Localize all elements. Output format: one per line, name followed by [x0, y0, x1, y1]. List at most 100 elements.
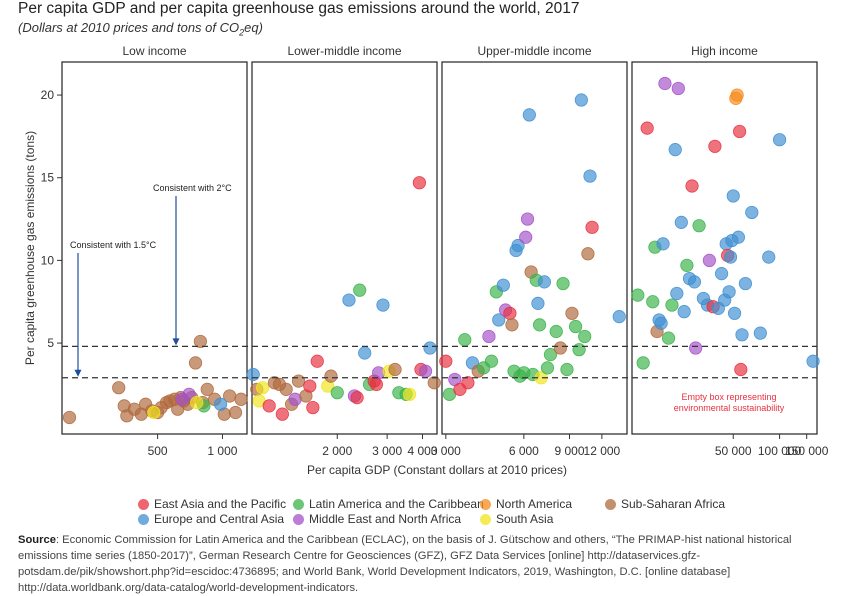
data-point — [692, 219, 706, 233]
data-point — [511, 238, 525, 253]
data-point — [303, 379, 317, 393]
panel-title: Low income — [122, 44, 186, 58]
data-point — [540, 361, 555, 375]
data-point — [640, 121, 654, 135]
y-tick-label: 15 — [41, 171, 55, 185]
data-point — [689, 341, 703, 355]
panel-frame — [61, 61, 248, 435]
legend-swatch — [293, 513, 304, 525]
data-point — [726, 189, 740, 203]
arrow-head — [172, 338, 180, 346]
legend-item: North America — [480, 497, 572, 511]
legend-label: Latin America and the Caribbean — [309, 497, 484, 511]
data-point — [532, 318, 547, 332]
x-axis-label: Per capita GDP (Constant dollars at 2010… — [307, 463, 567, 477]
data-point — [730, 88, 744, 102]
legend-label: East Asia and the Pacific — [154, 497, 287, 511]
data-point — [461, 376, 475, 390]
panel: Low income 500 1 000 — [61, 44, 248, 458]
data-point — [680, 258, 694, 272]
x-tick-label: 4 000 — [407, 444, 437, 458]
x-tick-label: 150 000 — [785, 444, 829, 458]
data-point — [714, 267, 729, 281]
data-point — [306, 400, 320, 415]
data-point — [484, 354, 499, 368]
data-point — [291, 374, 306, 388]
data-point — [418, 364, 433, 378]
arrow-head — [74, 369, 82, 377]
subtitle-subscript: 2 — [239, 27, 245, 38]
data-point — [687, 275, 702, 289]
panel-title: Lower-middle income — [287, 44, 401, 58]
data-point — [668, 143, 682, 157]
data-point — [412, 176, 426, 190]
data-point — [735, 328, 749, 342]
data-point — [772, 133, 787, 147]
data-point — [543, 348, 558, 362]
x-tick-label: 6 000 — [509, 444, 539, 458]
data-point — [581, 247, 595, 261]
data-point — [519, 230, 533, 244]
data-point — [665, 298, 679, 312]
data-point — [702, 253, 716, 267]
panel-frame — [441, 61, 628, 435]
panel-frame — [251, 61, 438, 435]
data-point — [723, 250, 738, 264]
x-tick-label: 1 000 — [207, 444, 237, 458]
legend-item: Sub-Saharan Africa — [605, 497, 725, 511]
data-point — [200, 382, 214, 396]
y-tick-label: 20 — [41, 88, 55, 102]
data-point — [246, 367, 260, 382]
legend-label: Europe and Central Asia — [154, 512, 285, 526]
y-tick-label: 10 — [41, 253, 55, 267]
data-point — [636, 356, 650, 370]
data-point — [745, 205, 759, 220]
data-point — [62, 410, 77, 425]
data-point — [556, 276, 570, 291]
legend-swatch — [605, 498, 616, 510]
data-point — [753, 326, 767, 340]
data-point — [646, 295, 660, 309]
legend-swatch — [138, 498, 149, 510]
subtitle-text-end: eq) — [244, 20, 263, 35]
data-point — [324, 369, 338, 383]
data-point — [574, 93, 588, 107]
data-point — [708, 139, 722, 153]
source-note: Source: Economic Commission for Latin Am… — [18, 532, 838, 596]
legend-item: Latin America and the Caribbean — [293, 497, 484, 511]
chart-title: Per capita GDP and per capita greenhouse… — [18, 0, 580, 17]
x-tick-label: 9 000 — [554, 444, 584, 458]
data-point — [560, 362, 574, 377]
data-point — [175, 392, 189, 406]
data-point — [458, 333, 472, 347]
legend-item: Europe and Central Asia — [138, 512, 284, 526]
data-point — [369, 377, 384, 391]
reference-label: Consistent with 1.5°C — [70, 240, 157, 250]
legend-item: East Asia and the Pacific — [138, 497, 286, 511]
data-point — [727, 306, 742, 320]
data-point — [402, 387, 417, 401]
data-point — [503, 306, 517, 320]
data-point — [531, 296, 545, 310]
legend-label: South Asia — [496, 512, 554, 526]
data-point — [685, 179, 699, 193]
data-point — [350, 391, 364, 405]
legend-item: Middle East and North Africa — [293, 512, 461, 526]
data-point — [585, 220, 599, 234]
data-point — [731, 230, 745, 244]
data-point — [658, 76, 672, 91]
data-point — [654, 316, 668, 330]
data-point — [505, 318, 519, 332]
legend-swatch — [138, 513, 149, 525]
data-point — [112, 381, 126, 395]
source-text: : Economic Commission for Latin America … — [18, 534, 792, 594]
data-point — [358, 346, 372, 360]
data-point — [376, 298, 390, 312]
data-point — [427, 376, 441, 390]
data-point — [734, 362, 748, 377]
y-axis-label: Per capita greenhouse gas emissions (ton… — [23, 131, 37, 365]
data-point — [549, 324, 563, 339]
data-point — [553, 341, 567, 355]
data-point — [342, 293, 356, 307]
data-point — [578, 329, 592, 344]
